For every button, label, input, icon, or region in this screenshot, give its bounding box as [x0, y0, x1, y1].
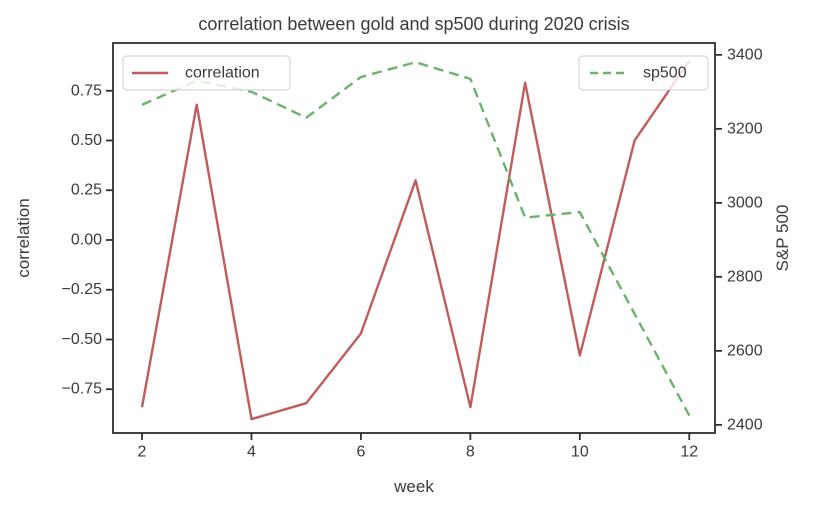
- legend-box-correlation: [122, 55, 291, 91]
- y-left-tick-label: 0.25: [71, 182, 102, 199]
- x-tick-label: 12: [680, 443, 698, 460]
- x-tick-label: 2: [138, 443, 147, 460]
- sp500-line: [141, 61, 691, 417]
- y-right-tick-label: 3200: [727, 120, 763, 137]
- legend-box-sp500: [578, 55, 709, 91]
- x-tick-label: 8: [466, 443, 475, 460]
- y-left-tick-label: −0.25: [62, 281, 103, 298]
- axis-ticks: 2 4 6 8 10 12 0.75 0.50 0.25 0.00 −0.25 −0.50 −0.75 3…: [62, 46, 763, 460]
- correlation-line: [140, 60, 691, 421]
- axes-frame: [112, 42, 716, 434]
- y-right-tick-label: 3400: [727, 46, 763, 63]
- y-axis-label-right: S&P 500: [773, 205, 792, 272]
- y-right-tick-label: 2600: [727, 342, 763, 359]
- legend-label-correlation: correlation: [185, 65, 260, 82]
- x-tick-label: 6: [356, 443, 365, 460]
- series-lines: [140, 60, 691, 421]
- legend-correlation: correlation: [122, 55, 291, 91]
- y-left-tick-label: −0.50: [62, 331, 103, 348]
- legend-label-sp500: sp500: [643, 65, 687, 82]
- y-right-tick-label: 3000: [727, 194, 763, 211]
- y-right-tick-label: 2400: [727, 416, 763, 433]
- y-left-tick-label: 0.00: [71, 231, 102, 248]
- y-left-tick-label: 0.75: [71, 82, 102, 99]
- y-axis-label-left: correlation: [14, 198, 33, 277]
- y-left-tick-label: −0.75: [62, 381, 103, 398]
- x-tick-label: 4: [247, 443, 256, 460]
- legend-sp500: sp500: [578, 55, 709, 91]
- x-axis-label: week: [393, 477, 434, 496]
- x-tick-label: 10: [571, 443, 589, 460]
- chart-title: correlation between gold and sp500 durin…: [198, 14, 629, 34]
- y-left-tick-label: 0.50: [71, 132, 102, 149]
- y-right-tick-label: 2800: [727, 268, 763, 285]
